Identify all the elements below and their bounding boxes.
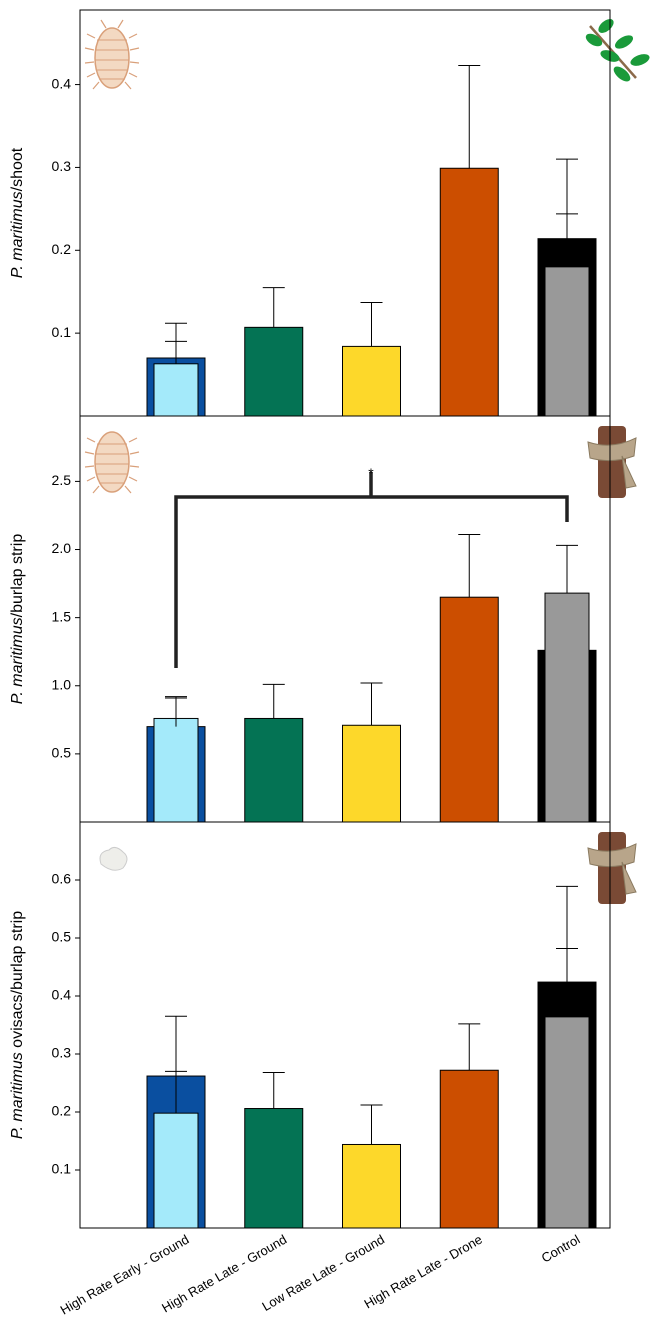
bar bbox=[245, 1109, 303, 1228]
ovisac-icon bbox=[100, 847, 127, 870]
y-tick-label: 0.3 bbox=[52, 158, 72, 174]
error-bar bbox=[361, 1105, 383, 1144]
error-bar bbox=[458, 66, 480, 169]
error-bar bbox=[361, 302, 383, 346]
y-tick-label: 0.5 bbox=[52, 929, 72, 945]
bar bbox=[245, 718, 303, 822]
y-tick-label: 0.1 bbox=[52, 324, 72, 340]
y-axis-label-italic: P. maritimus bbox=[9, 617, 26, 704]
burlap-trunk-icon bbox=[588, 832, 636, 904]
y-axis-label-text: ovisacs/burlap strip bbox=[9, 911, 26, 1052]
y-tick-label: 0.2 bbox=[52, 241, 72, 257]
y-tick-label: 1.5 bbox=[52, 608, 72, 624]
x-tick-label: Control bbox=[539, 1232, 583, 1266]
y-tick-label: 0.1 bbox=[52, 1161, 72, 1177]
error-bar bbox=[263, 1073, 285, 1109]
y-tick-label: 0.2 bbox=[52, 1103, 72, 1119]
error-bar bbox=[556, 545, 578, 593]
y-tick-label: 0.6 bbox=[52, 871, 72, 887]
bar bbox=[440, 597, 498, 822]
y-axis-label-italic: P. maritimus bbox=[9, 1052, 26, 1139]
error-bar bbox=[165, 1016, 187, 1076]
y-axis-label-italic: P. maritimus bbox=[9, 191, 26, 278]
chart: 0.1 0.2 0.3 0.4 P. maritimus/shoot 0.5 1.0 1.5 2… bbox=[0, 0, 660, 1343]
error-bar bbox=[263, 684, 285, 718]
bar bbox=[440, 168, 498, 416]
error-bar bbox=[263, 288, 285, 328]
y-tick-label: 0.3 bbox=[52, 1045, 72, 1061]
y-tick-label: 2.5 bbox=[52, 472, 72, 488]
y-axis-label-text: /burlap strip bbox=[9, 534, 26, 618]
burlap-trunk-icon bbox=[588, 426, 636, 498]
error-bar bbox=[361, 683, 383, 725]
error-bar bbox=[458, 1024, 480, 1070]
bar bbox=[154, 1113, 198, 1228]
leaves-icon bbox=[584, 16, 651, 84]
y-axis-label: P. maritimus ovisacs/burlap strip bbox=[9, 911, 26, 1139]
bar bbox=[343, 1144, 401, 1228]
bar bbox=[245, 327, 303, 416]
mealybug-icon bbox=[85, 432, 139, 493]
significance-bracket bbox=[176, 472, 567, 668]
bar bbox=[545, 593, 589, 822]
bar bbox=[154, 718, 198, 822]
bar bbox=[343, 725, 401, 822]
y-tick-label: 2.0 bbox=[52, 540, 72, 556]
y-tick-label: 0.4 bbox=[52, 75, 72, 91]
y-tick-label: 0.5 bbox=[52, 745, 72, 761]
page: {"chart_data": [ {"type": "bar", "ylabel… bbox=[0, 0, 660, 1343]
bar bbox=[545, 1017, 589, 1228]
y-axis-label: P. maritimus/shoot bbox=[9, 147, 26, 278]
bar bbox=[343, 346, 401, 416]
mealybug-icon bbox=[85, 20, 139, 89]
error-bar bbox=[458, 535, 480, 598]
y-axis-label: P. maritimus/burlap strip bbox=[9, 534, 26, 705]
error-bar bbox=[165, 697, 187, 719]
y-tick-label: 0.4 bbox=[52, 987, 72, 1003]
y-tick-label: 1.0 bbox=[52, 676, 72, 692]
bar bbox=[545, 267, 589, 416]
bar bbox=[440, 1070, 498, 1228]
annotation: * bbox=[368, 465, 374, 481]
bar bbox=[154, 364, 198, 416]
y-axis-label-text: /shoot bbox=[9, 147, 26, 191]
